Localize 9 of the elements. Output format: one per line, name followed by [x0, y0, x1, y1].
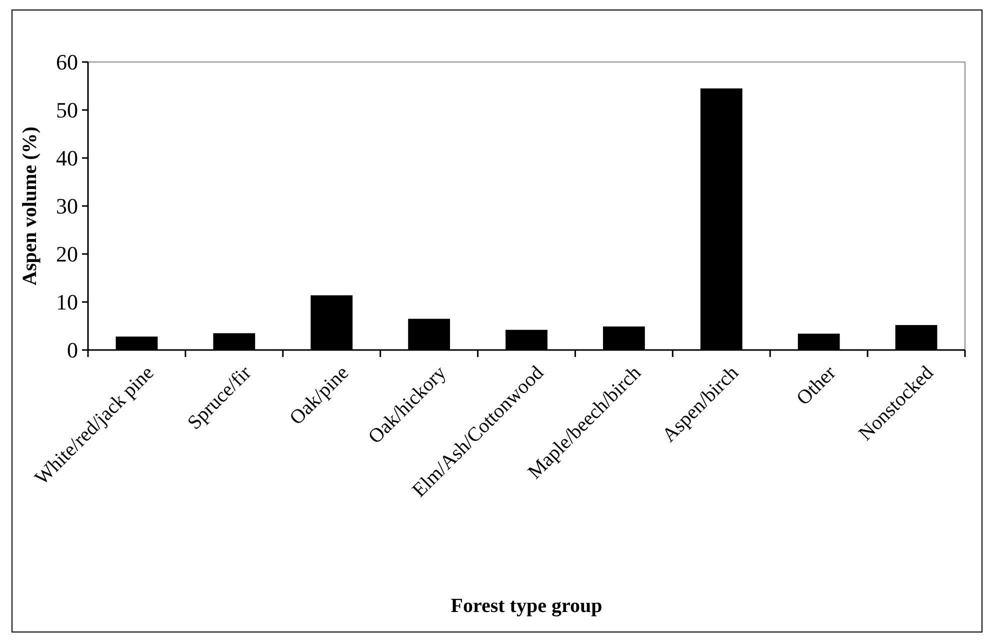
y-tick-label: 30: [56, 194, 78, 219]
y-tick-label: 50: [56, 98, 78, 123]
y-tick-label: 0: [67, 338, 78, 363]
y-tick-label: 40: [56, 146, 78, 171]
y-tick-label: 10: [56, 290, 78, 315]
y-tick-label: 20: [56, 242, 78, 267]
y-tick-label: 60: [56, 50, 78, 75]
y-axis-title: Aspen volume (%): [19, 126, 41, 286]
x-axis-title: Forest type group: [450, 595, 602, 617]
